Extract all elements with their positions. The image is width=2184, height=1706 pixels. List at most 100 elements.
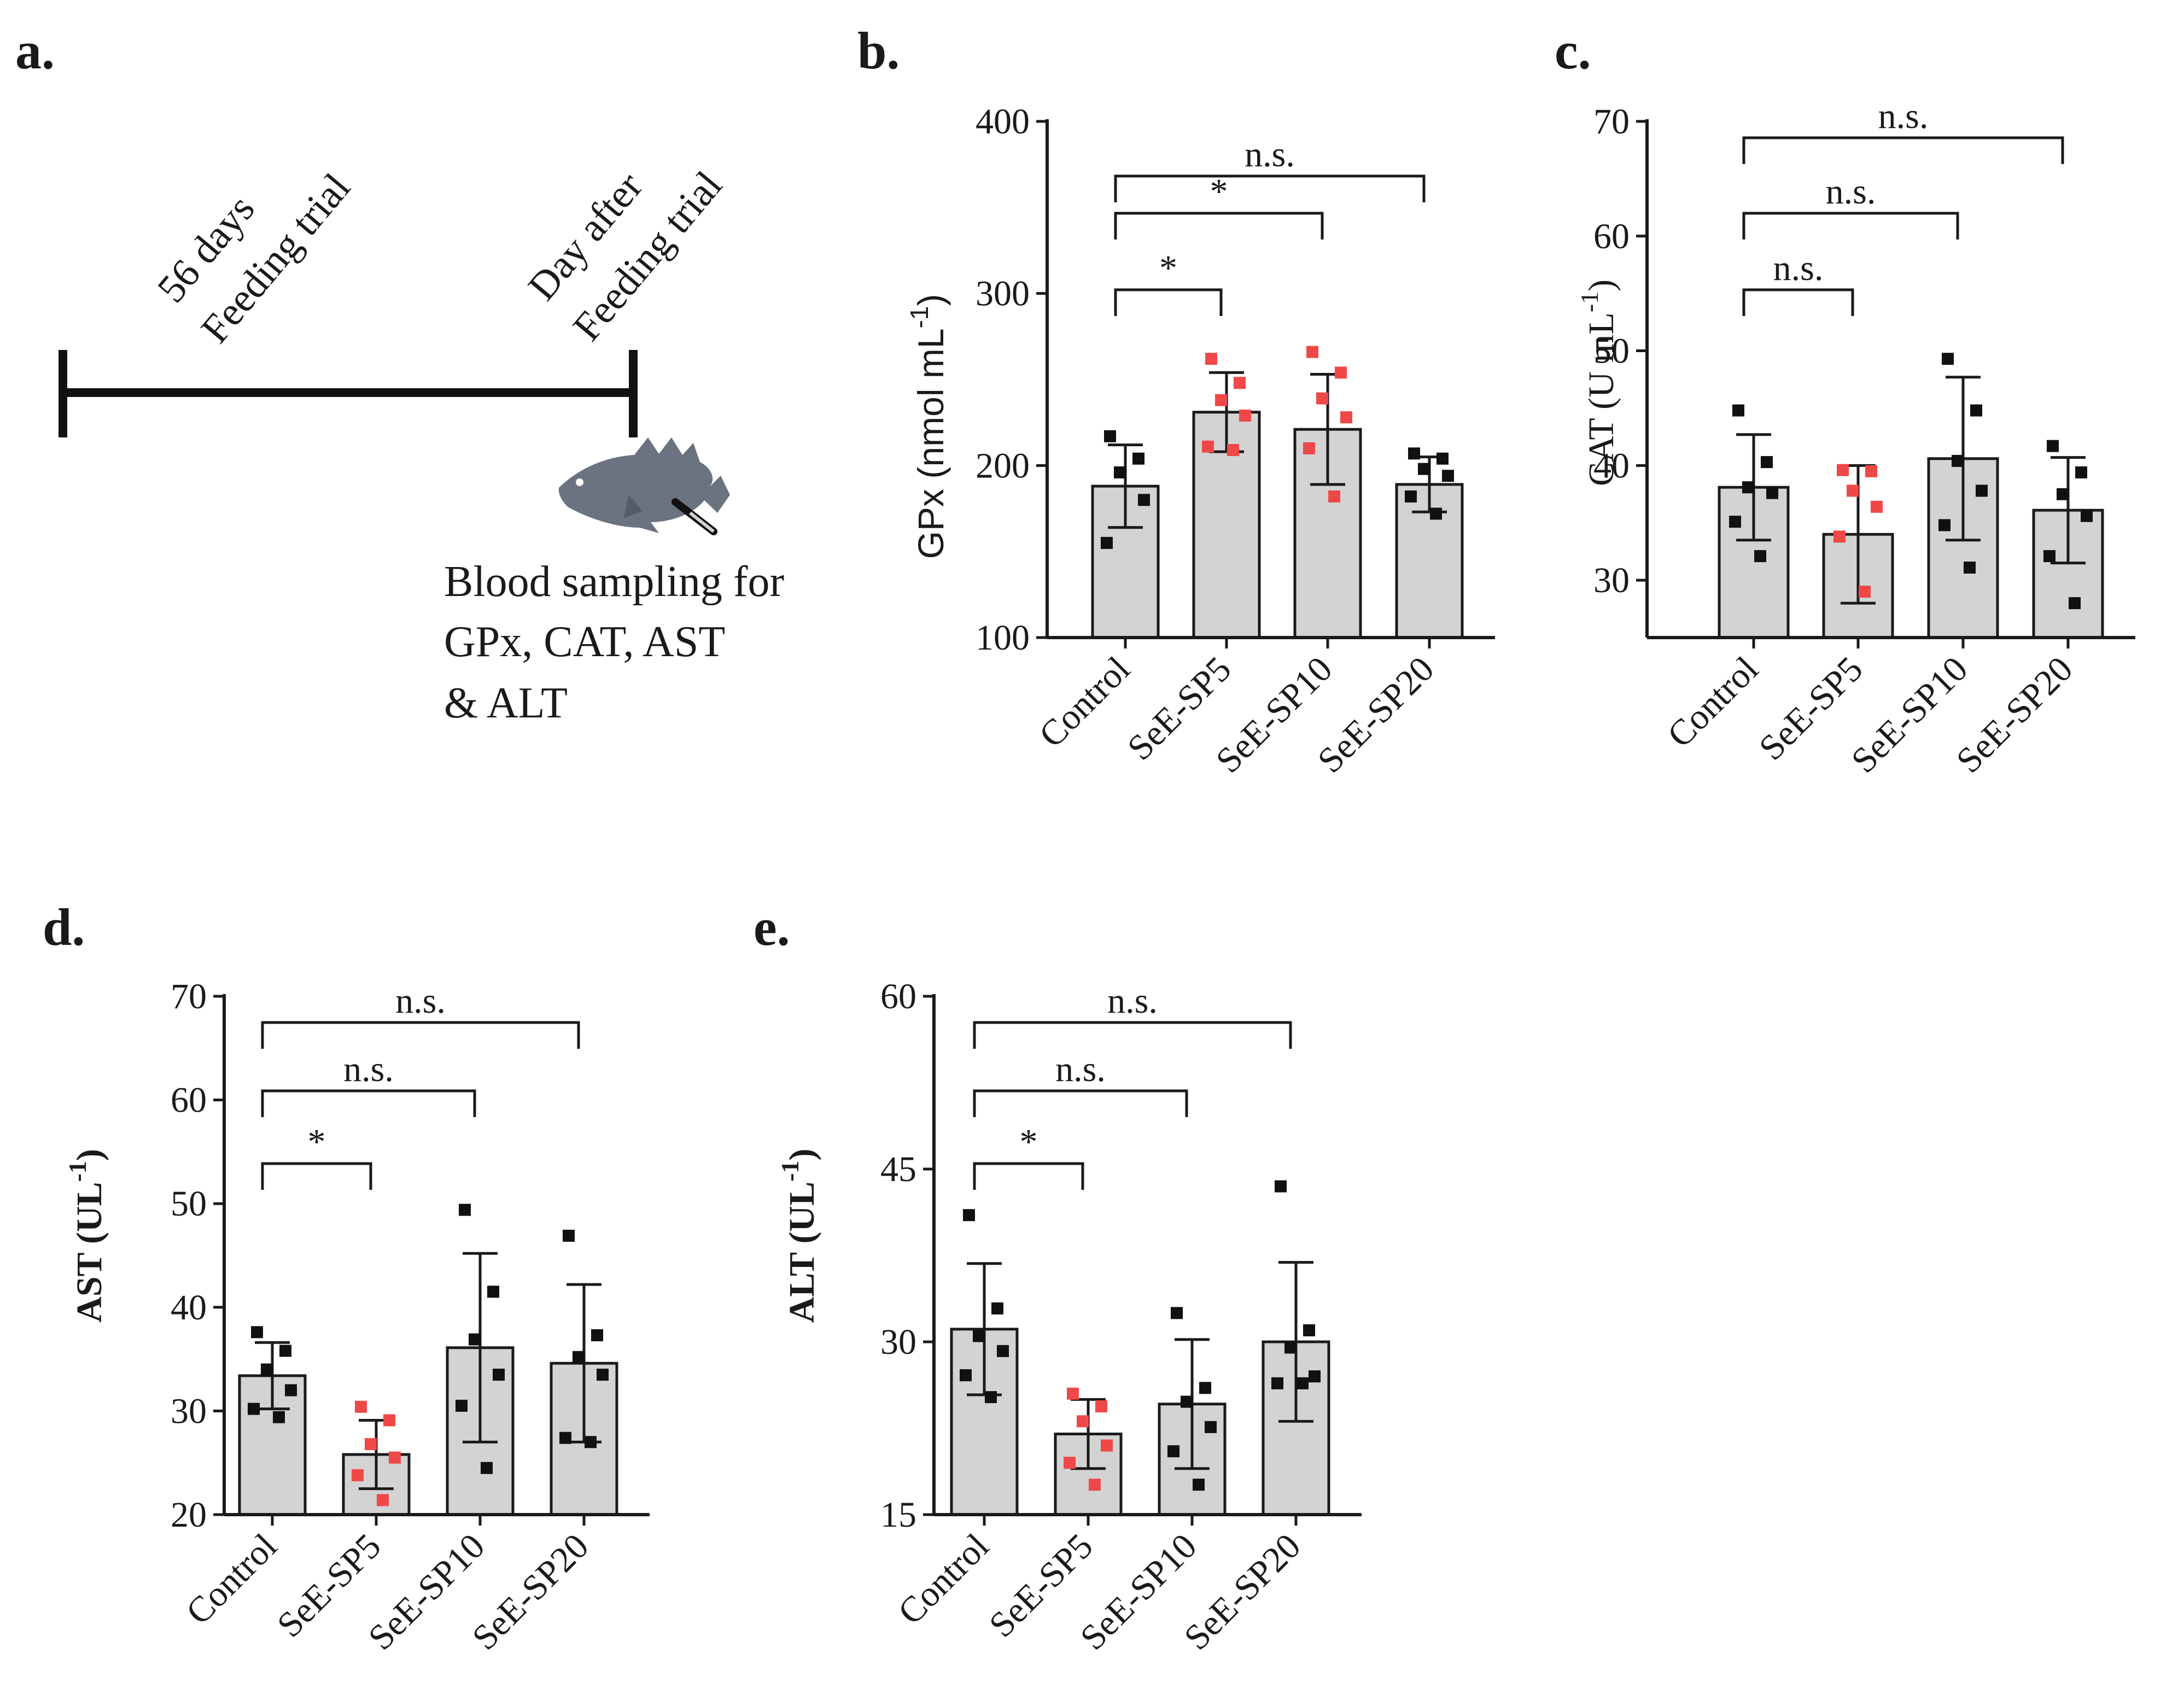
ast-point-0-0 (251, 1326, 263, 1339)
ast-point-0-3 (285, 1384, 297, 1397)
ast-significance-label-0: * (308, 1122, 326, 1162)
alt-point-3-5 (1297, 1377, 1309, 1389)
ast-point-1-3 (389, 1451, 401, 1464)
cat-significance-label-0: n.s. (1773, 248, 1824, 288)
gpx-point-3-3 (1442, 470, 1454, 482)
cat-point-3-3 (2081, 510, 2093, 522)
ast-point-2-2 (469, 1333, 481, 1346)
alt-y-tick-label-1: 30 (880, 1322, 916, 1362)
alt-plot: 15304560ControlSeE-SP5SeE-SP10SeE-SP20*n… (880, 977, 1362, 1658)
gpx-point-3-1 (1436, 452, 1449, 465)
alt-point-3-2 (1284, 1341, 1297, 1354)
cat-y-label-close: ) (1581, 279, 1621, 291)
alt-point-0-2 (973, 1330, 985, 1342)
ast-point-2-3 (493, 1369, 505, 1381)
alt-bracket-2 (973, 1021, 1292, 1049)
alt-significance-label-1: n.s. (1055, 1049, 1106, 1089)
cat-point-2-2 (1952, 454, 1964, 467)
ast-significance-label-2: n.s. (395, 981, 446, 1021)
cat-point-1-2 (1847, 484, 1859, 497)
cat-point-1-0 (1837, 464, 1849, 476)
sampling-line2: GPx, CAT, AST (444, 618, 725, 666)
ast-point-1-4 (352, 1469, 364, 1481)
cat-point-3-1 (2075, 466, 2087, 478)
panel-label-b: b. (857, 21, 900, 80)
alt-point-1-2 (1077, 1415, 1089, 1428)
gpx-point-2-2 (1316, 392, 1328, 405)
alt-point-2-2 (1181, 1395, 1193, 1408)
cat-point-0-4 (1729, 516, 1741, 528)
ast-point-2-0 (459, 1203, 471, 1216)
ast-y-tick-label-2: 40 (171, 1288, 207, 1328)
panel-label-e: e. (754, 898, 790, 956)
gpx-point-2-5 (1328, 490, 1340, 503)
gpx-point-0-3 (1138, 494, 1150, 506)
cat-point-2-5 (1964, 562, 1976, 574)
alt-point-3-0 (1275, 1180, 1287, 1193)
cat-y-tick-label-4: 70 (1593, 102, 1630, 142)
alt-point-0-0 (963, 1209, 975, 1222)
cat-significance-label-2: n.s. (1878, 96, 1929, 136)
cat-point-3-2 (2057, 488, 2069, 500)
ast-bracket-0 (261, 1162, 372, 1190)
cat-point-0-3 (1766, 487, 1778, 499)
cat-bracket-1 (1742, 212, 1959, 239)
ast-category-label-3: SeE-SP20 (465, 1526, 597, 1658)
gpx-y-label-close: ) (910, 294, 951, 306)
cat-y-tick-label-0: 30 (1593, 560, 1630, 600)
ast-point-3-3 (597, 1369, 609, 1381)
alt-point-1-1 (1095, 1400, 1107, 1412)
gpx-point-1-1 (1234, 377, 1246, 389)
cat-chart: 3040506070ControlSeE-SP5SeE-SP10SeE-SP20… (1575, 96, 2135, 781)
cat-point-3-0 (2047, 440, 2059, 452)
cat-significance-label-1: n.s. (1826, 172, 1876, 212)
cat-point-2-4 (1938, 519, 1951, 531)
ast-point-0-1 (279, 1345, 291, 1357)
gpx-point-1-4 (1202, 440, 1214, 453)
ast-point-1-0 (355, 1400, 367, 1413)
gpx-point-0-4 (1101, 536, 1113, 549)
gpx-point-3-5 (1430, 507, 1442, 520)
gpx-y-tick-label-2: 300 (976, 274, 1030, 314)
ast-point-2-1 (487, 1286, 499, 1298)
ast-y-label-sup: -1 (63, 1161, 91, 1182)
alt-y-tick-label-3: 60 (880, 977, 916, 1016)
sampling-line1: Blood sampling for (444, 558, 784, 606)
fish-with-syringe-icon (558, 437, 730, 535)
ast-point-3-2 (573, 1351, 585, 1363)
cat-category-label-2: SeE-SP10 (1844, 649, 1976, 781)
ast-point-3-1 (591, 1329, 603, 1341)
gpx-bracket-2 (1114, 174, 1426, 202)
alt-y-label-close: ) (782, 1149, 822, 1161)
alt-point-1-3 (1101, 1439, 1113, 1452)
ast-point-1-5 (377, 1494, 389, 1506)
alt-point-2-0 (1171, 1307, 1183, 1319)
gpx-point-2-4 (1303, 442, 1315, 454)
gpx-point-1-0 (1205, 353, 1217, 365)
gpx-chart: 100200300400ControlSeE-SP5SeE-SP10SeE-SP… (905, 102, 1495, 781)
gpx-point-2-0 (1306, 346, 1318, 358)
gpx-bracket-1 (1114, 212, 1324, 239)
cat-plot: 3040506070ControlSeE-SP5SeE-SP10SeE-SP20… (1593, 96, 2135, 781)
ast-point-0-2 (261, 1363, 273, 1376)
alt-significance-label-0: * (1020, 1122, 1038, 1162)
cat-point-1-3 (1871, 500, 1883, 513)
ast-chart: 203040506070ControlSeE-SP5SeE-SP10SeE-SP… (63, 977, 650, 1658)
ast-bracket-1 (261, 1089, 476, 1117)
ast-point-3-5 (585, 1436, 597, 1448)
gpx-point-0-2 (1114, 466, 1126, 478)
alt-point-3-3 (1309, 1370, 1321, 1383)
cat-category-label-3: SeE-SP20 (1949, 649, 2081, 781)
alt-point-2-3 (1205, 1421, 1217, 1433)
alt-y-label: ALT (UL-1) (776, 1149, 822, 1323)
gpx-y-label-main: GPx (nmol mL (910, 329, 951, 559)
cat-point-1-4 (1833, 530, 1846, 543)
cat-point-2-1 (1970, 404, 1982, 417)
alt-point-0-4 (960, 1369, 972, 1382)
panel-label-c: c. (1555, 21, 1591, 80)
alt-point-0-3 (997, 1345, 1009, 1357)
ast-error-bar-2 (463, 1252, 498, 1444)
gpx-point-1-5 (1227, 444, 1239, 457)
cat-category-label-0: Control (1660, 649, 1766, 755)
cat-bracket-2 (1742, 136, 2064, 164)
